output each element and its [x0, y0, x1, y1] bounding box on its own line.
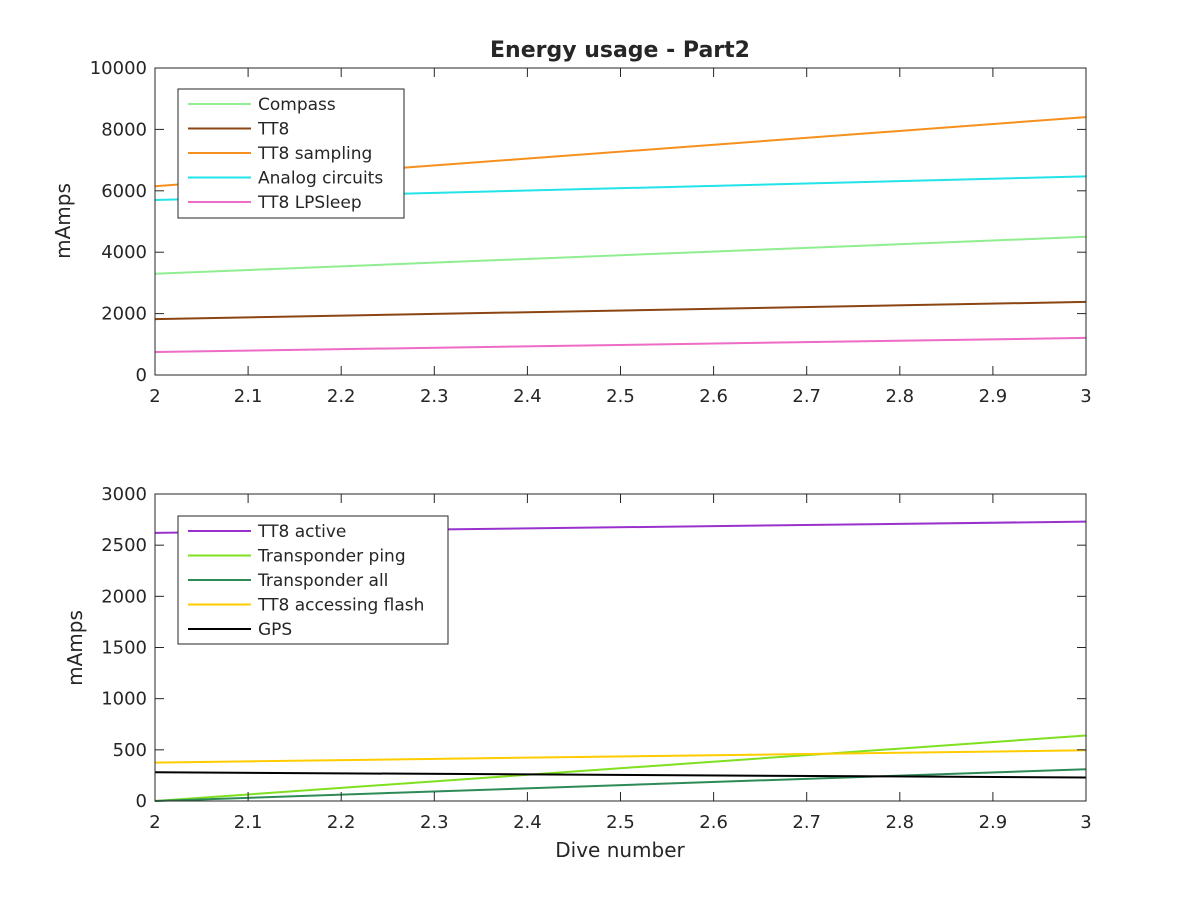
series-line-3: [154, 749, 1087, 764]
y-tick-label: 1000: [101, 689, 147, 710]
x-tick-label: 2.9: [979, 812, 1008, 833]
x-tick-label: 2.5: [606, 812, 635, 833]
series-line-4: [154, 771, 1087, 779]
legend: Compass TT8 TT8 sampling Analog circuits TT8…: [177, 88, 405, 219]
legend-label: Transponder all: [257, 571, 388, 591]
x-tick-label: 2.2: [327, 812, 356, 833]
x-tick-label: 2.7: [792, 812, 821, 833]
x-tick-label: 2.8: [885, 386, 914, 407]
x-tick-label: 2: [149, 386, 160, 407]
legend-label: Compass: [258, 95, 336, 115]
series-line-2: [154, 768, 1087, 802]
x-tick-label: 2.2: [327, 386, 356, 407]
y-tick-label: 4000: [101, 242, 147, 263]
legend: TT8 active Transponder ping Transponder al…: [177, 515, 449, 645]
legend-label: TT8: [257, 120, 289, 140]
series-line-1: [154, 734, 1087, 802]
x-tick-label: 2.4: [513, 812, 542, 833]
x-tick-label: 2.1: [234, 386, 263, 407]
legend-label: GPS: [258, 620, 292, 640]
legend-label: TT8 LPSleep: [257, 193, 362, 213]
legend-label: TT8 accessing flash: [257, 596, 424, 616]
legend-label: TT8 sampling: [257, 144, 372, 164]
y-tick-label: 2000: [101, 586, 147, 607]
x-tick-label: 2.1: [234, 812, 263, 833]
x-tick-label: 2: [149, 812, 160, 833]
top-axes: Energy usage - Part2 mAmps 2 2.1 2.2 2.3 2.4…: [51, 38, 1092, 407]
x-tick-label: 2.6: [699, 386, 728, 407]
series-line-4: [154, 336, 1087, 353]
x-tick-label: 2.8: [885, 812, 914, 833]
legend-label: TT8 active: [257, 522, 346, 542]
x-axis-label: Dive number: [555, 838, 685, 862]
x-tick-label: 3: [1080, 812, 1091, 833]
y-tick-label: 1500: [101, 638, 147, 659]
series-line-1: [154, 300, 1087, 321]
chart-title: Energy usage - Part2: [490, 38, 750, 63]
x-tick-label: 2.4: [513, 386, 542, 407]
bottom-y-axis-label: mAmps: [63, 610, 87, 686]
x-tick-label: 2.6: [699, 812, 728, 833]
y-tick-label: 10000: [90, 58, 147, 79]
x-tick-label: 3: [1080, 386, 1091, 407]
series-line-0: [154, 235, 1087, 275]
y-tick-label: 8000: [101, 119, 147, 140]
y-tick-label: 6000: [101, 181, 147, 202]
x-tick-label: 2.3: [420, 812, 449, 833]
y-tick-label: 0: [136, 365, 147, 386]
x-tick-label: 2.9: [979, 386, 1008, 407]
y-tick-label: 3000: [101, 484, 147, 505]
legend-label: Analog circuits: [258, 169, 383, 189]
legend-label: Transponder ping: [257, 547, 406, 567]
y-tick-label: 500: [113, 740, 147, 761]
bottom-axes: mAmps Dive number 2 2.1 2.2 2.3 2.4 2.5 2.6 2.7…: [63, 484, 1092, 862]
y-tick-label: 0: [136, 791, 147, 812]
x-tick-label: 2.3: [420, 386, 449, 407]
x-tick-label: 2.5: [606, 386, 635, 407]
y-tick-label: 2000: [101, 304, 147, 325]
top-y-axis-label: mAmps: [51, 183, 75, 259]
y-tick-label: 2500: [101, 535, 147, 556]
x-tick-label: 2.7: [792, 386, 821, 407]
